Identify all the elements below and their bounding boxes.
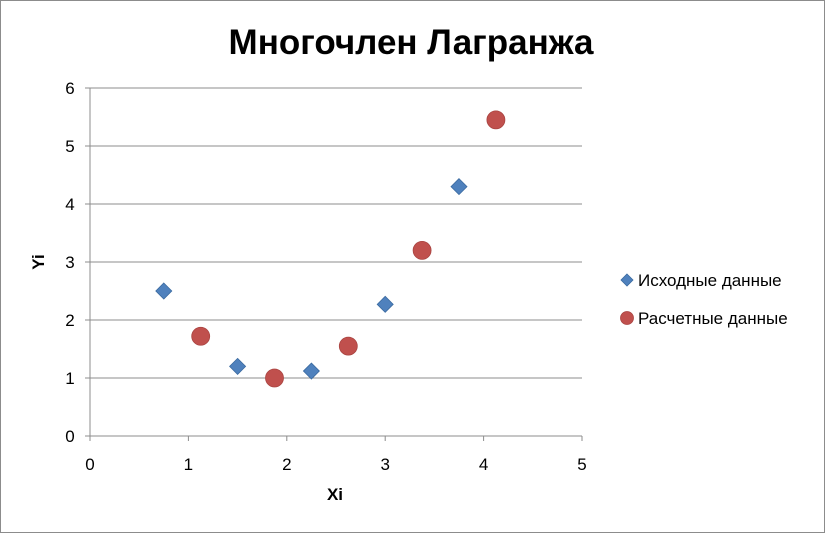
x-tick-label-1: 1	[184, 455, 193, 474]
y-tick-label-6: 6	[65, 79, 74, 98]
x-axis-title: Xi	[327, 485, 343, 504]
diamond-point-0-0	[155, 282, 173, 300]
x-tick-label-2: 2	[282, 455, 291, 474]
x-tick-label-4: 4	[479, 455, 488, 474]
circle-point-1-4	[486, 110, 506, 130]
x-tick-label-0: 0	[85, 455, 94, 474]
diamond-point-0-2	[302, 362, 320, 380]
x-tick-label-3: 3	[380, 455, 389, 474]
y-tick-label-3: 3	[65, 253, 74, 272]
y-tick-label-0: 0	[65, 427, 74, 446]
y-tick-label-1: 1	[65, 369, 74, 388]
diamond-point-0-3	[376, 295, 394, 313]
circle-point-1-1	[265, 368, 284, 388]
tick-labels: 0 1 2 3 4 5 6 0 1 2 3 4 5	[65, 79, 586, 474]
legend-marker-1	[620, 311, 634, 325]
axes	[85, 87, 583, 441]
x-tick-label-5: 5	[577, 455, 586, 474]
diamond-point-0-4	[450, 178, 468, 196]
gridlines	[90, 87, 582, 379]
circle-point-1-0	[191, 326, 211, 346]
y-tick-label-5: 5	[65, 137, 74, 156]
legend-label-0: Исходные данные	[638, 271, 782, 290]
data-points	[155, 110, 506, 388]
circle-point-1-2	[338, 336, 358, 356]
y-axis-title: Yi	[29, 254, 48, 269]
circle-point-1-3	[412, 240, 432, 260]
legend-marker-0	[620, 273, 634, 287]
legend: Исходные данные Расчетные данные	[620, 271, 788, 328]
y-tick-label-2: 2	[65, 311, 74, 330]
legend-label-1: Расчетные данные	[638, 309, 788, 328]
diamond-point-0-1	[229, 357, 247, 375]
y-tick-label-4: 4	[65, 195, 74, 214]
chart-title: Многочлен Лагранжа	[229, 23, 594, 62]
